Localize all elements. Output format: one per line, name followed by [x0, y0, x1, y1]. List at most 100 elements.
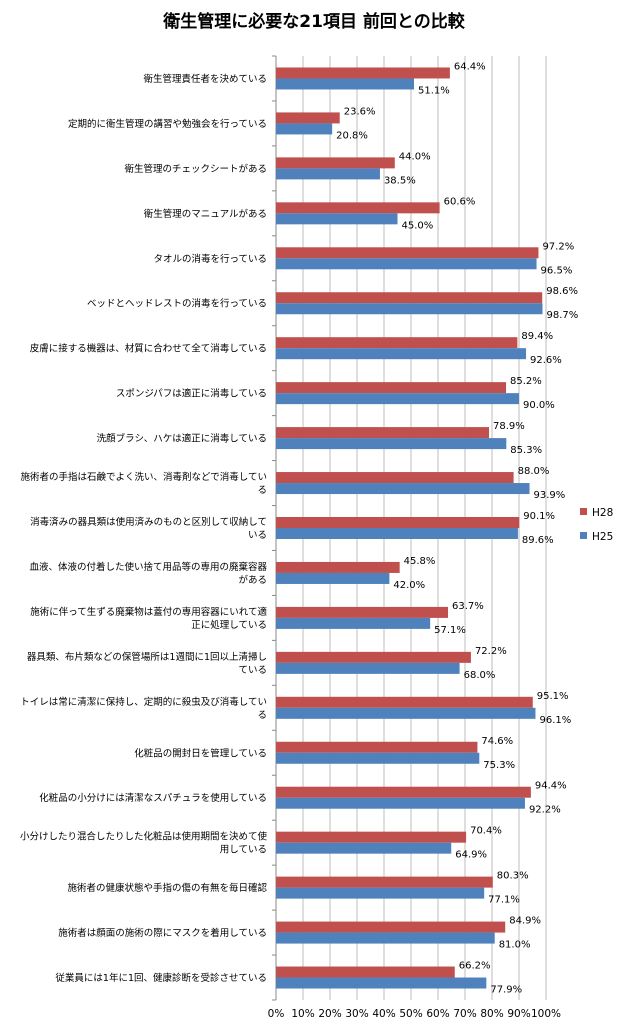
category-label: がある	[238, 574, 267, 586]
data-label-h28: 66.2%	[459, 961, 491, 972]
data-label-h28: 94.4%	[535, 781, 567, 792]
data-label-h28: 89.4%	[521, 331, 553, 342]
bar-h28	[276, 67, 450, 79]
x-tick-label: 40%	[372, 1008, 395, 1020]
bar-h25	[276, 932, 495, 944]
bar-h28	[276, 202, 440, 214]
category-label: 定期的に衛生管理の講習や勉強会を行っている	[68, 118, 267, 130]
data-label-h28: 95.1%	[537, 691, 569, 702]
data-label-h28: 85.2%	[510, 376, 542, 387]
data-label-h28: 63.7%	[452, 601, 484, 612]
bar-h28	[276, 247, 539, 259]
category-label: 衛生管理のチェックシートがある	[124, 163, 267, 175]
bar-h28	[276, 292, 543, 304]
bar-h25	[276, 78, 414, 90]
data-label-h25: 96.1%	[539, 715, 571, 726]
bar-h28	[276, 651, 471, 663]
bar-h28	[276, 831, 467, 843]
bar-h25	[276, 662, 460, 674]
data-label-h25: 51.1%	[418, 85, 450, 96]
legend-label-h25: H25	[592, 531, 613, 543]
bar-h25	[276, 887, 485, 899]
bar-h25	[276, 707, 536, 719]
data-label-h25: 57.1%	[434, 625, 466, 636]
bars-layer: 64.4% 51.1% 23.6% 20.8% 44.0% 38.5% 60.6% 45.0%…	[276, 61, 578, 996]
bar-h25	[276, 123, 333, 135]
category-label: スポンジパフは適正に消毒している	[116, 388, 267, 400]
bar-h28	[276, 561, 400, 573]
bar-h28	[276, 696, 533, 708]
data-label-h28: 60.6%	[444, 196, 476, 207]
data-label-h28: 23.6%	[344, 106, 376, 117]
data-label-h28: 90.1%	[523, 511, 555, 522]
data-label-h28: 98.6%	[546, 286, 578, 297]
bar-h28	[276, 382, 507, 394]
data-label-h28: 45.8%	[404, 556, 436, 567]
category-label: 施術者の手指は石鹸でよく洗い、消毒剤などで消毒してい	[20, 471, 267, 483]
bar-h25	[276, 842, 452, 854]
bar-h25	[276, 797, 525, 809]
category-label: 消毒済みの器具類は使用済みのものと区別して収納して	[30, 516, 267, 528]
bar-h25	[276, 303, 543, 315]
category-label: トイレは常に清潔に保持し、定期的に殺虫及び消毒してい	[20, 696, 267, 708]
x-tick-label: 20%	[318, 1008, 341, 1020]
bar-h28	[276, 112, 340, 124]
data-label-h25: 42.0%	[393, 580, 425, 591]
data-label-h28: 72.2%	[475, 646, 507, 657]
data-label-h25: 77.1%	[488, 895, 520, 906]
x-tick-label: 0%	[268, 1008, 285, 1020]
data-label-h25: 93.9%	[534, 490, 566, 501]
bar-h28	[276, 741, 478, 753]
data-label-h25: 38.5%	[384, 175, 416, 186]
category-label: タオルの消毒を行っている	[153, 253, 267, 265]
data-label-h28: 97.2%	[542, 241, 574, 252]
x-tick-label: 30%	[345, 1008, 368, 1020]
x-tick-label: 50%	[399, 1008, 422, 1020]
category-label: 施術に伴って生ずる廃棄物は蓋付の専用容器にいれて適	[30, 606, 267, 618]
bar-h25	[276, 617, 431, 629]
data-label-h28: 80.3%	[497, 871, 529, 882]
data-label-h25: 92.6%	[530, 355, 562, 366]
bar-h25	[276, 438, 507, 450]
bar-h28	[276, 337, 518, 349]
legend-swatch-h28	[580, 508, 587, 515]
bar-h25	[276, 393, 519, 405]
bar-h28	[276, 921, 506, 933]
bar-h25	[276, 168, 380, 180]
category-label: る	[257, 710, 267, 721]
data-label-h25: 92.2%	[529, 805, 561, 816]
bar-h25	[276, 258, 537, 270]
data-label-h28: 88.0%	[518, 466, 550, 477]
bar-h25	[276, 483, 530, 495]
x-axis-ticks: 0% 10% 20% 30% 40% 50% 60% 70% 80% 90% 100%	[268, 1008, 561, 1020]
x-tick-label: 90%	[507, 1008, 530, 1020]
category-label: 皮膚に接する機器は、材質に合わせて全て消毒している	[30, 343, 267, 355]
data-label-h25: 89.6%	[522, 535, 554, 546]
bar-h28	[276, 786, 531, 798]
bar-h28	[276, 876, 493, 888]
chart-title: 衛生管理に必要な21項目 前回との比較	[162, 11, 465, 32]
category-label: 血液、体液の付着した使い捨て用品等の専用の廃棄容器	[29, 561, 267, 573]
bar-h28	[276, 606, 448, 618]
bar-h28	[276, 157, 395, 169]
data-label-h25: 85.3%	[510, 445, 542, 456]
data-label-h28: 74.6%	[481, 736, 513, 747]
data-label-h25: 96.5%	[541, 265, 573, 276]
category-label: る	[257, 485, 267, 496]
bar-h28	[276, 517, 520, 528]
category-label: 化粧品の開封日を管理している	[134, 747, 267, 759]
bar-h28	[276, 427, 490, 439]
category-label: 小分けしたり混合したりした化粧品は使用期間を決めて使	[20, 831, 268, 843]
category-label: 衛生管理のマニュアルがある	[144, 208, 267, 220]
data-label-h28: 70.4%	[470, 826, 502, 837]
data-label-h25: 45.0%	[402, 220, 434, 231]
category-label: 化粧品の小分けには清潔なスパチュラを使用している	[39, 792, 267, 804]
bar-h25	[276, 213, 398, 225]
category-label: 衛生管理責任者を決めている	[143, 73, 267, 85]
bar-h28	[276, 472, 514, 484]
x-tick-label: 100%	[531, 1008, 561, 1020]
category-label: 従業員には1年に1回、健康診断を受診させている	[55, 972, 267, 984]
category-label: 正に処理している	[191, 619, 267, 631]
legend-label-h28: H28	[592, 507, 613, 519]
